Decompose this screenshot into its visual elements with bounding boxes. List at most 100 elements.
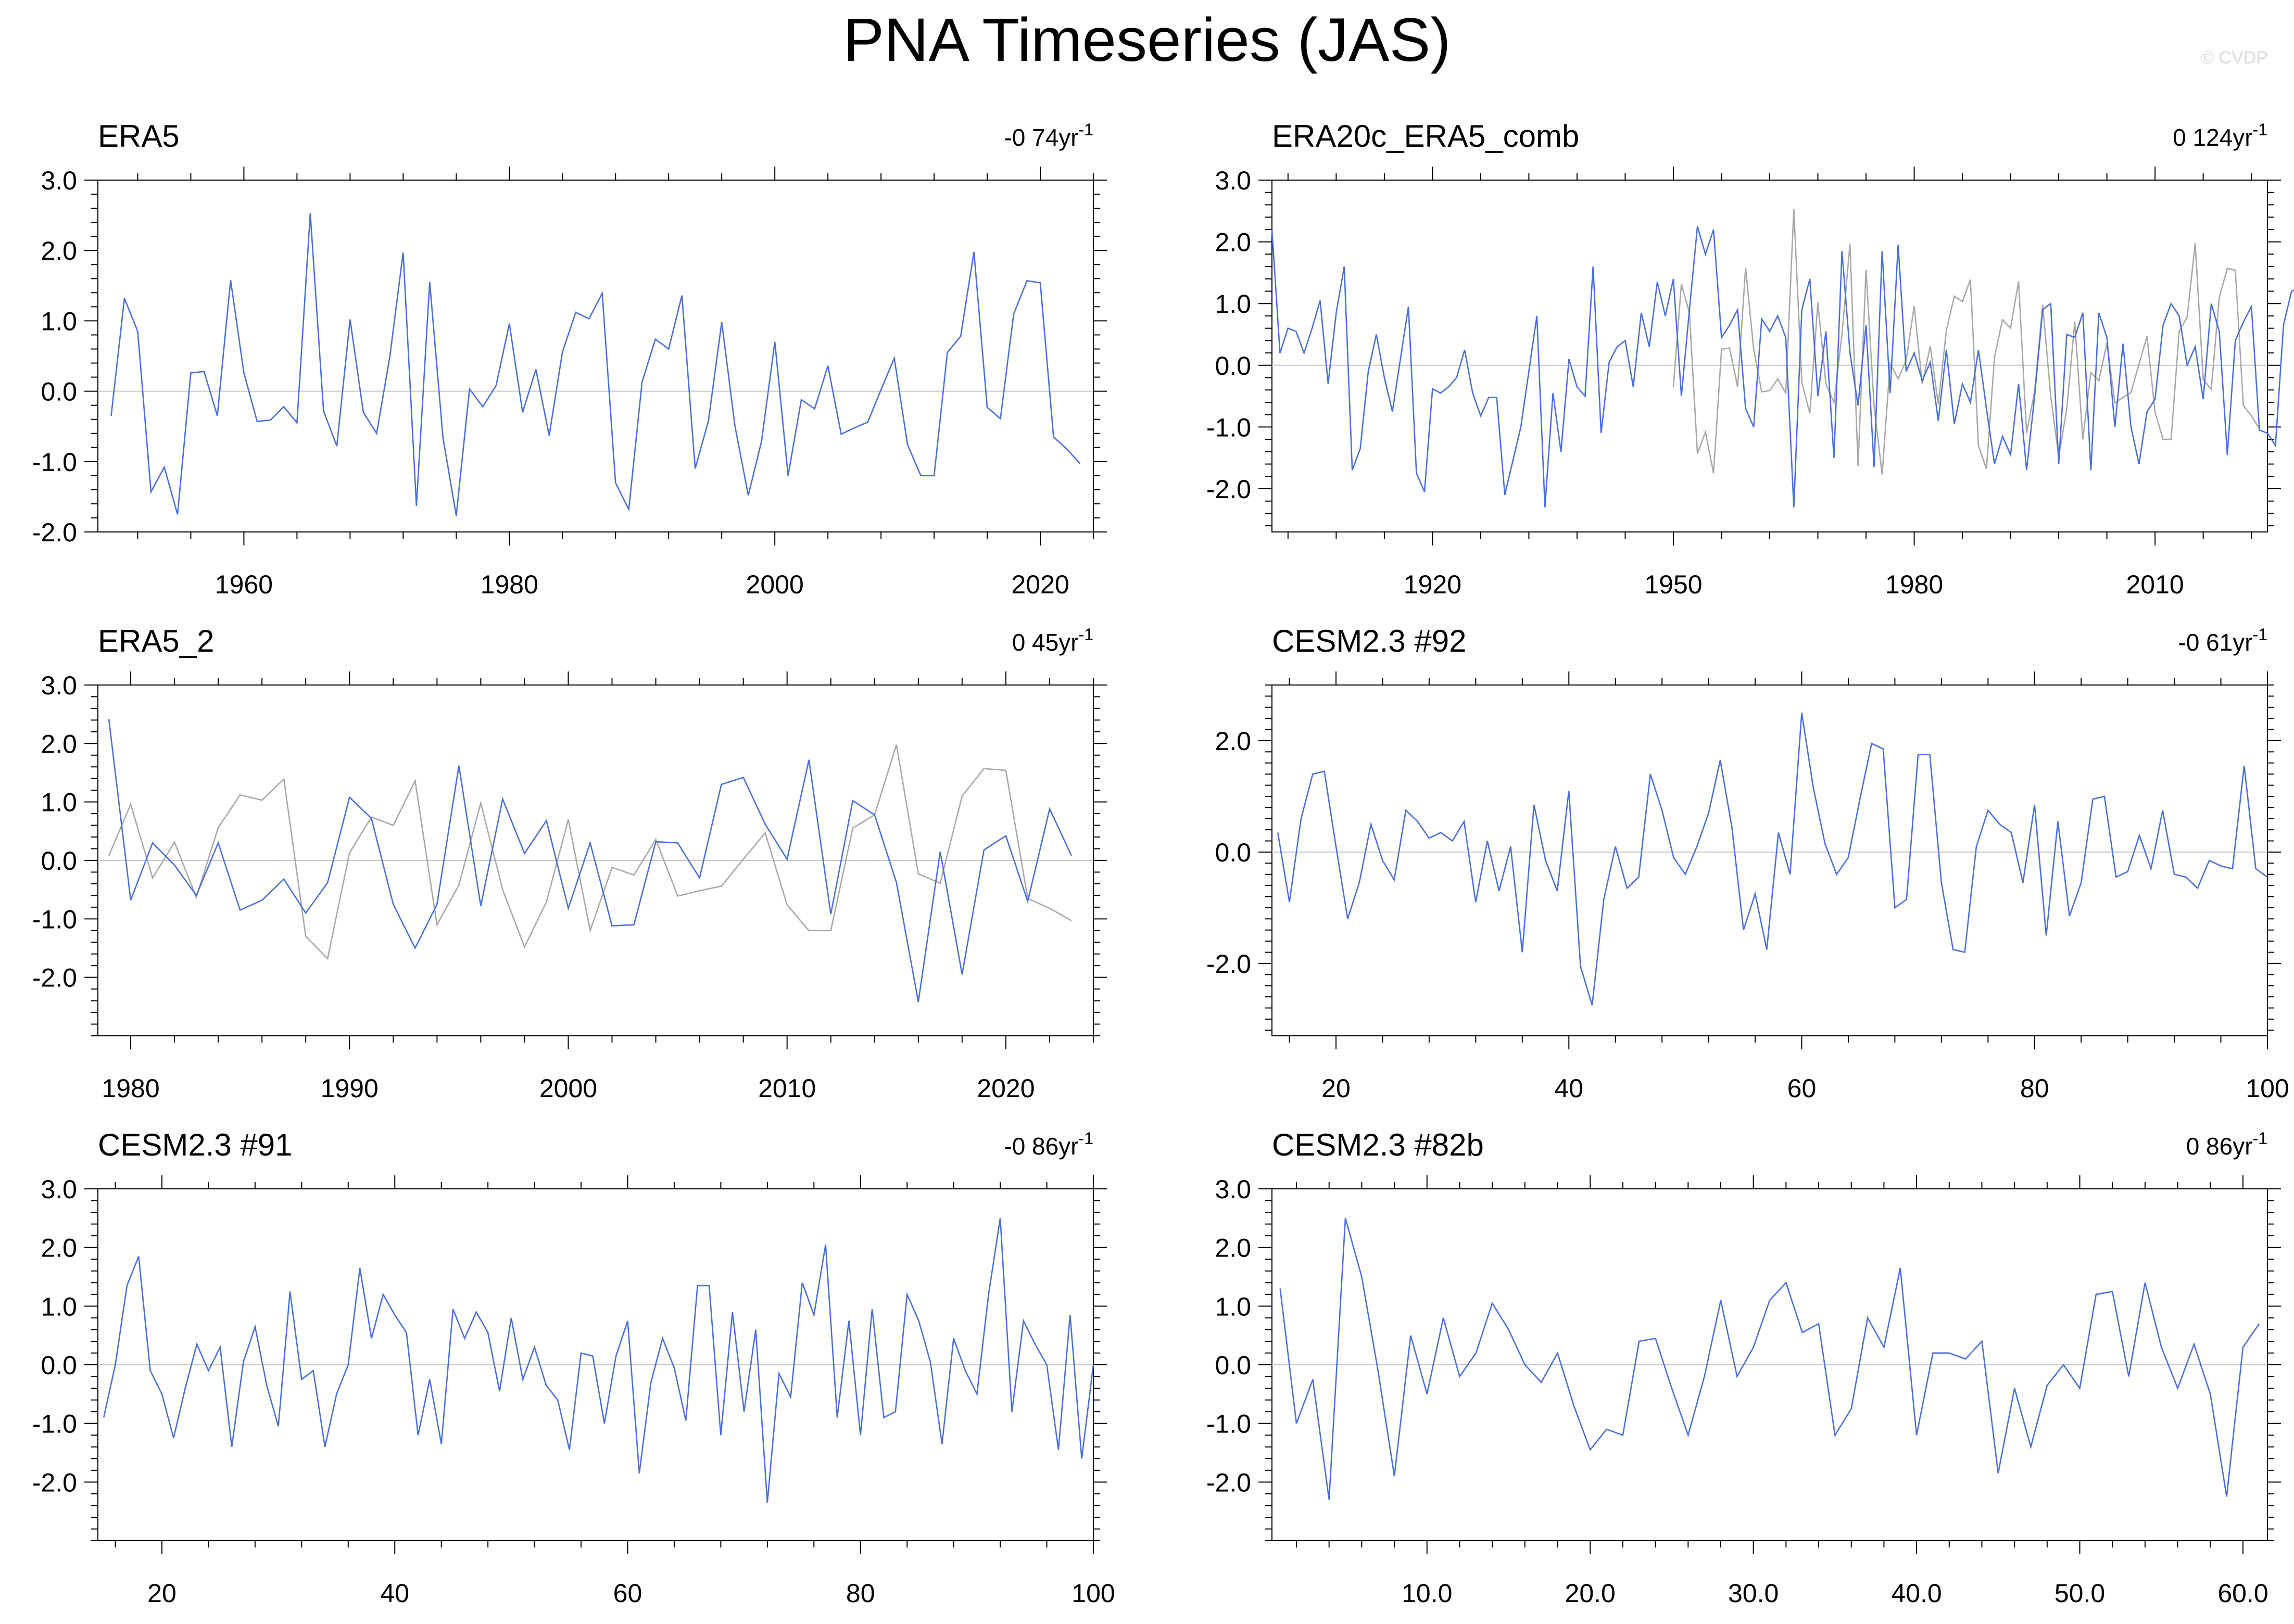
- figure-title: PNA Timeseries (JAS): [843, 6, 1451, 74]
- x-tick-label: 80: [2020, 1074, 2049, 1103]
- x-tick-label: 1920: [1404, 570, 1461, 599]
- y-tick-label: -1.0: [1206, 413, 1251, 442]
- panel-title: ERA20c_ERA5_comb: [1272, 119, 1579, 154]
- plot-frame: [97, 180, 1094, 532]
- plot-frame: [1271, 684, 2268, 1036]
- y-tick-label: 2.0: [1215, 228, 1251, 257]
- series-line-primary: [1277, 713, 2268, 1006]
- trend-exponent: -1: [2253, 120, 2267, 139]
- y-tick-label: 0.0: [41, 377, 77, 407]
- series-line-primary: [110, 213, 1081, 516]
- watermark: © CVDP: [2201, 48, 2268, 68]
- x-tick-label: 2010: [758, 1074, 816, 1103]
- plot-frame: [1271, 180, 2268, 532]
- trend-exponent: -1: [2253, 625, 2267, 644]
- trend-value: 0 86yr: [2186, 1133, 2253, 1160]
- y-tick-label: 2.0: [41, 236, 77, 265]
- y-tick-label: 0.0: [41, 1351, 77, 1380]
- x-tick-label: 60: [1787, 1074, 1817, 1103]
- chart-panel: 3.0 2.0 1.0 0.0 -1.0 -2.0 1980 1990 2000 2010 2020…: [32, 624, 1107, 1103]
- x-tick-label: 1980: [481, 570, 538, 599]
- y-tick-label: 2.0: [1215, 1234, 1251, 1263]
- y-tick-label: -1.0: [32, 905, 77, 934]
- x-tick-label: 1950: [1644, 570, 1702, 599]
- x-tick-label: 2000: [539, 1074, 597, 1103]
- trend-label: 0 45yr-1: [1012, 625, 1093, 656]
- panel-title: ERA5: [98, 119, 180, 154]
- x-tick-label: 10.0: [1402, 1579, 1452, 1608]
- series-line-secondary: [1672, 209, 2260, 475]
- series-line-primary: [108, 719, 1073, 1003]
- y-tick-label: -1.0: [32, 1410, 77, 1439]
- y-tick-label: -2.0: [1206, 949, 1251, 979]
- panel-title: CESM2.3 #82b: [1272, 1127, 1484, 1162]
- y-tick-label: 1.0: [41, 788, 77, 817]
- x-tick-label: 1960: [215, 570, 273, 599]
- x-tick-label: 40: [380, 1579, 409, 1608]
- trend-exponent: -1: [1079, 1129, 1093, 1148]
- x-tick-label: 1980: [1885, 570, 1943, 599]
- y-tick-label: -1.0: [1206, 1410, 1251, 1439]
- y-tick-label: 3.0: [41, 166, 77, 195]
- chart-panel: 3.0 2.0 1.0 0.0 -1.0 -2.0 20 40 60 80 100 CESM2.3 #…: [32, 1127, 1115, 1608]
- y-tick-label: 1.0: [1215, 289, 1251, 319]
- y-tick-label: -2.0: [32, 518, 77, 547]
- y-tick-label: 1.0: [1215, 1292, 1251, 1321]
- trend-exponent: -1: [1079, 120, 1093, 139]
- x-tick-label: 60: [613, 1579, 642, 1608]
- chart-panel: 3.0 2.0 1.0 0.0 -1.0 -2.0 1920 1950 1980 2010 ERA2…: [1206, 119, 2294, 599]
- series-line-primary: [103, 1218, 1094, 1503]
- series-line-primary: [1271, 226, 2294, 508]
- x-tick-label: 80: [846, 1579, 875, 1608]
- chart-panel: 3.0 2.0 1.0 0.0 -1.0 -2.0 1960 1980 2000 2020 ERA5…: [32, 119, 1107, 599]
- trend-value: -0 86yr: [1004, 1133, 1078, 1160]
- y-tick-label: 2.0: [41, 729, 77, 758]
- x-tick-label: 1990: [321, 1074, 379, 1103]
- y-tick-label: 1.0: [41, 307, 77, 336]
- x-tick-label: 20: [147, 1579, 177, 1608]
- x-tick-label: 2020: [1011, 570, 1069, 599]
- chart-panel: 3.0 2.0 1.0 0.0 -1.0 -2.0 10.0 20.0 30.0 40.0 50.0…: [1206, 1127, 2281, 1608]
- series-line-secondary: [108, 744, 1072, 960]
- trend-exponent: -1: [2253, 1129, 2267, 1148]
- trend-label: -0 74yr-1: [1004, 120, 1093, 151]
- x-tick-label: 100: [1072, 1579, 1115, 1608]
- x-tick-label: 40.0: [1891, 1579, 1942, 1608]
- y-tick-label: 0.0: [41, 846, 77, 876]
- y-tick-label: 3.0: [1215, 166, 1251, 195]
- trend-value: 0 45yr: [1012, 629, 1079, 656]
- trend-exponent: -1: [1079, 625, 1093, 644]
- trend-value: -0 74yr: [1004, 124, 1078, 151]
- x-tick-label: 30.0: [1728, 1579, 1779, 1608]
- y-tick-label: 3.0: [1215, 1175, 1251, 1204]
- trend-label: -0 61yr-1: [2178, 625, 2267, 656]
- y-tick-label: 3.0: [41, 1175, 77, 1204]
- chart-panel: 2.0 0.0 -2.0 20 40 60 80 100 CESM2.3 #92 -0 61yr-…: [1206, 624, 2289, 1103]
- panel-title: CESM2.3 #91: [98, 1127, 293, 1162]
- y-tick-label: 0.0: [1215, 838, 1251, 867]
- x-tick-label: 2020: [977, 1074, 1035, 1103]
- x-tick-label: 2010: [2126, 570, 2184, 599]
- series-line-primary: [1279, 1217, 2260, 1500]
- y-tick-label: -1.0: [32, 448, 77, 477]
- y-tick-label: 2.0: [1215, 727, 1251, 756]
- trend-label: 0 124yr-1: [2173, 120, 2267, 151]
- y-tick-label: 1.0: [41, 1292, 77, 1321]
- x-tick-label: 40: [1554, 1074, 1583, 1103]
- trend-label: 0 86yr-1: [2186, 1129, 2267, 1160]
- trend-value: 0 124yr: [2173, 124, 2252, 151]
- y-tick-label: -2.0: [32, 1468, 77, 1497]
- x-tick-label: 50.0: [2054, 1579, 2105, 1608]
- x-tick-label: 20.0: [1565, 1579, 1616, 1608]
- trend-value: -0 61yr: [2178, 629, 2252, 656]
- trend-label: -0 86yr-1: [1004, 1129, 1093, 1160]
- x-tick-label: 20: [1321, 1074, 1351, 1103]
- x-tick-label: 2000: [746, 570, 804, 599]
- y-tick-label: -2.0: [32, 963, 77, 993]
- panel-title: ERA5_2: [98, 624, 214, 658]
- x-tick-label: 1980: [102, 1074, 159, 1103]
- y-tick-label: 0.0: [1215, 1351, 1251, 1380]
- y-tick-label: 3.0: [41, 671, 77, 700]
- x-tick-label: 100: [2246, 1074, 2289, 1103]
